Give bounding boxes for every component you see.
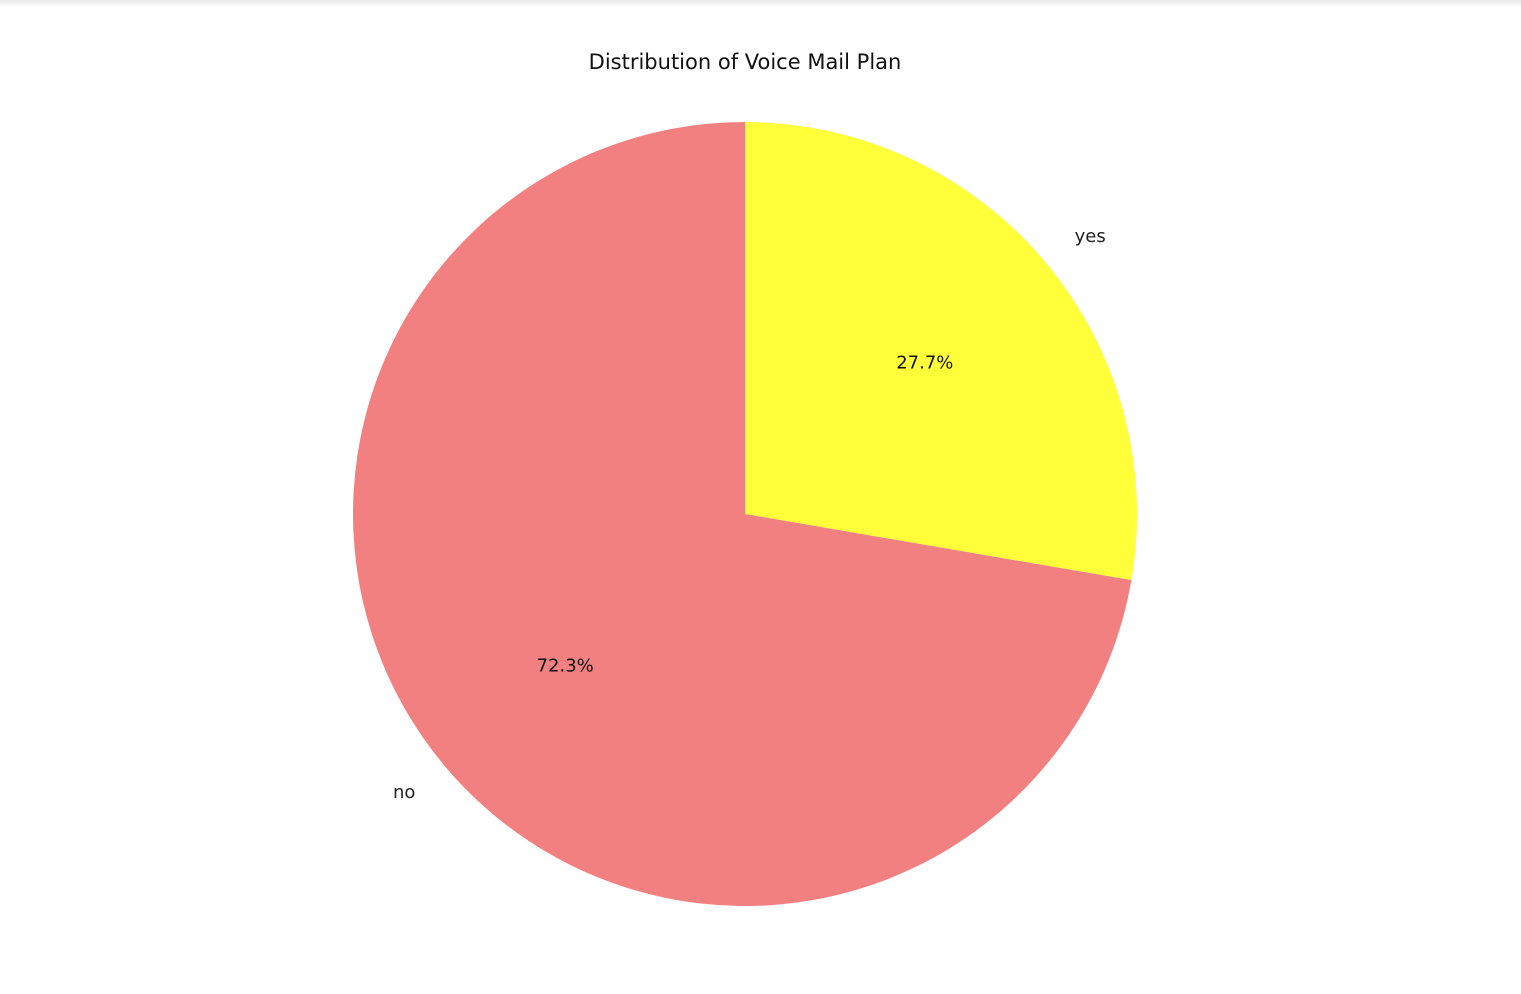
top-shadow-bar bbox=[0, 0, 1521, 8]
pie-labels: yes 27.7% no 72.3% bbox=[393, 226, 1106, 803]
pie-slice-yes bbox=[745, 122, 1137, 581]
chart-title: Distribution of Voice Mail Plan bbox=[589, 50, 902, 74]
pie-slice-no bbox=[353, 122, 1132, 906]
slice-label-no: no bbox=[393, 782, 415, 803]
pct-label-yes: 27.7% bbox=[896, 352, 953, 373]
pie-slices bbox=[353, 122, 1137, 906]
pct-label-no: 72.3% bbox=[537, 656, 594, 677]
slice-label-yes: yes bbox=[1075, 226, 1106, 247]
